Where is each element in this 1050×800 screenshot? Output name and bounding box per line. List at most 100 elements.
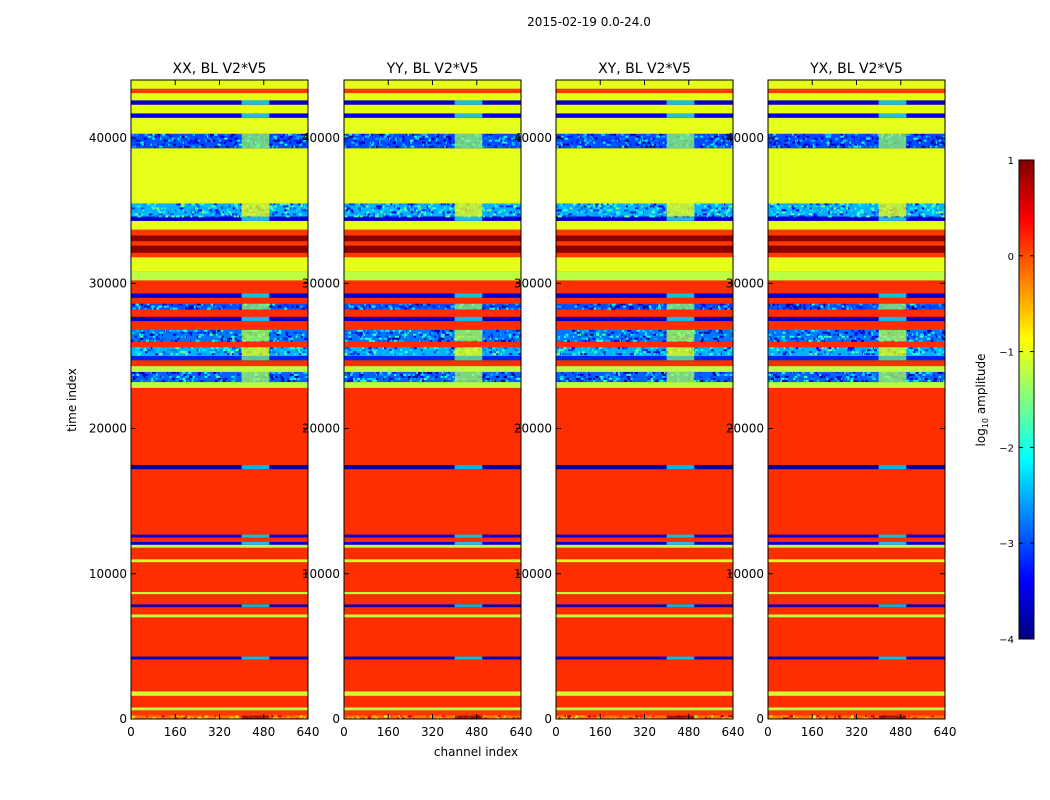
heatmap-speckle — [568, 213, 572, 216]
heatmap-speckle — [506, 205, 510, 208]
heatmap-speckle — [214, 133, 218, 136]
heatmap-band — [344, 235, 521, 242]
heatmap-speckle — [362, 371, 364, 374]
heatmap-speckle — [418, 135, 421, 138]
heatmap-band — [344, 469, 521, 535]
heatmap-speckle — [918, 349, 922, 352]
heatmap-speckle — [497, 211, 502, 214]
x-tick-label: 0 — [127, 725, 135, 739]
heatmap-speckle — [140, 207, 145, 210]
heatmap-speckle — [558, 349, 563, 352]
heatmap-speckle — [632, 353, 636, 356]
heatmap-speckle — [641, 303, 644, 306]
heatmap-speckle — [938, 379, 940, 382]
heatmap-speckle — [291, 205, 294, 208]
heatmap-speckle — [716, 215, 720, 218]
heatmap-speckle — [705, 133, 708, 136]
heatmap-speckle — [784, 351, 788, 354]
heatmap-speckle — [556, 305, 559, 308]
heatmap-speckle — [810, 715, 812, 718]
heatmap-speckle — [618, 303, 621, 306]
heatmap-speckle — [406, 307, 411, 310]
heatmap-speckle — [387, 371, 392, 374]
heatmap-speckle — [279, 141, 284, 144]
heatmap-speckle — [416, 133, 420, 136]
heatmap-speckle — [182, 145, 184, 148]
heatmap-speckle — [653, 145, 656, 148]
heatmap-speckle — [664, 141, 668, 144]
heatmap-speckle — [395, 203, 399, 206]
heatmap-speckle — [272, 303, 275, 306]
heatmap-speckle — [358, 213, 360, 216]
heatmap-speckle — [131, 339, 134, 342]
heatmap-speckle — [349, 373, 353, 376]
heatmap-speckle — [295, 209, 299, 212]
heatmap-speckle — [492, 137, 495, 140]
heatmap-speckle — [148, 213, 153, 216]
heatmap-speckle — [171, 339, 173, 342]
x-tick-label: 160 — [164, 725, 187, 739]
heatmap-speckle — [346, 145, 351, 148]
heatmap-speckle — [644, 207, 649, 210]
heatmap-speckle — [156, 143, 159, 146]
heatmap-speckle — [906, 329, 910, 332]
heatmap-speckle — [847, 377, 850, 380]
heatmap-speckle — [285, 337, 288, 340]
heatmap-speckle — [642, 329, 645, 332]
heatmap-speckle — [186, 373, 191, 376]
heatmap-speckle — [413, 335, 417, 338]
heatmap-speckle — [614, 215, 619, 218]
heatmap-speckle — [375, 213, 377, 216]
heatmap-speckle — [872, 377, 876, 380]
heatmap-speckle — [782, 351, 784, 354]
heatmap-speckle — [359, 373, 364, 376]
heatmap-speckle — [775, 349, 777, 352]
heatmap-band — [768, 591, 945, 595]
heatmap-speckle — [610, 379, 612, 382]
heatmap-speckle — [398, 329, 402, 332]
heatmap-speckle — [373, 377, 377, 380]
heatmap-speckle — [167, 143, 171, 146]
heatmap-speckle — [609, 335, 613, 338]
heatmap-speckle — [706, 135, 708, 138]
heatmap-band — [131, 216, 308, 221]
heatmap-speckle — [604, 339, 609, 342]
channel-feature — [666, 534, 695, 538]
heatmap-speckle — [727, 347, 731, 350]
heatmap-speckle — [385, 305, 389, 308]
heatmap-speckle — [294, 139, 299, 142]
heatmap-speckle — [440, 375, 444, 378]
heatmap-speckle — [655, 353, 658, 356]
heatmap-speckle — [442, 331, 446, 334]
heatmap-speckle — [641, 347, 645, 350]
heatmap-speckle — [494, 135, 498, 138]
heatmap-speckle — [398, 331, 401, 334]
heatmap-speckle — [557, 209, 561, 212]
heatmap-speckle — [576, 305, 579, 308]
heatmap-speckle — [506, 717, 508, 719]
heatmap-speckle — [622, 145, 625, 148]
heatmap-speckle — [276, 145, 278, 148]
heatmap-speckle — [867, 333, 871, 336]
heatmap-speckle — [353, 379, 358, 382]
heatmap-band — [556, 534, 733, 538]
heatmap-speckle — [939, 351, 941, 354]
heatmap-speckle — [410, 203, 414, 206]
heatmap-speckle — [632, 207, 635, 210]
heatmap-speckle — [209, 205, 212, 208]
heatmap-speckle — [212, 335, 216, 338]
heatmap-speckle — [270, 349, 272, 352]
heatmap-speckle — [373, 347, 377, 350]
heatmap-speckle — [601, 205, 605, 208]
heatmap-speckle — [636, 205, 641, 208]
heatmap-speckle — [937, 371, 941, 374]
heatmap-speckle — [422, 353, 425, 356]
heatmap-speckle — [229, 331, 232, 334]
channel-feature — [666, 715, 695, 719]
heatmap-speckle — [581, 135, 583, 138]
heatmap-speckle — [158, 211, 163, 214]
heatmap-speckle — [584, 305, 589, 308]
heatmap-band — [556, 88, 733, 94]
heatmap-speckle — [397, 307, 401, 310]
heatmap-speckle — [641, 205, 643, 208]
